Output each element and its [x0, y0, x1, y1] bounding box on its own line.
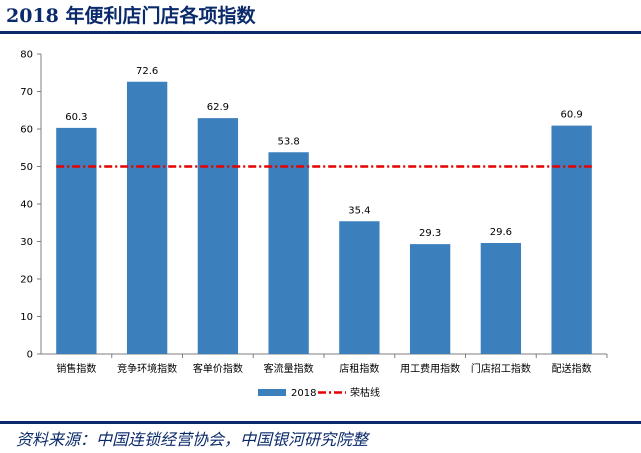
legend-label-2018: 2018 — [291, 388, 316, 399]
data-label: 60.9 — [560, 110, 582, 121]
data-label: 53.8 — [277, 136, 299, 147]
chart-title: 2018 年便利店门店各项指数 — [6, 5, 256, 27]
bar-5 — [339, 221, 380, 354]
y-tick-label: 30 — [20, 237, 33, 248]
data-label: 62.9 — [207, 102, 229, 113]
x-tick-label: 配送指数 — [552, 362, 592, 375]
bar-4 — [268, 152, 309, 354]
data-label: 72.6 — [136, 66, 158, 77]
data-label: 29.3 — [419, 228, 441, 239]
bar-chart: 0 10 20 30 40 50 60 70 80 销售指数 竞争环境指数 客单价指数 客流量指数 店租指… — [20, 50, 608, 399]
bar-8 — [551, 125, 592, 354]
x-tick-label: 客单价指数 — [193, 362, 243, 375]
y-tick-label: 0 — [27, 350, 33, 361]
y-tick-label: 80 — [20, 50, 33, 61]
legend-label-reference-line: 荣枯线 — [350, 386, 380, 399]
chart-bars: 60.3 72.6 62.9 53.8 35.4 29.3 29.6 60.9 — [56, 66, 592, 354]
y-tick-label: 60 — [20, 125, 33, 136]
bar-3 — [197, 118, 239, 354]
bar-6 — [409, 244, 451, 354]
source-note: 资料来源：中国连锁经营协会，中国银河研究院整 — [16, 430, 369, 449]
bar-1 — [56, 127, 97, 354]
data-label: 29.6 — [490, 227, 512, 238]
chart-legend: 2018 荣枯线 — [258, 386, 380, 399]
y-tick-label: 20 — [20, 275, 33, 286]
y-tick-label: 40 — [20, 200, 33, 211]
x-tick-label: 用工费用指数 — [400, 362, 460, 375]
x-tick-label: 销售指数 — [56, 362, 96, 375]
title-underline — [0, 31, 641, 34]
y-tick-label: 70 — [20, 87, 33, 98]
source-divider — [0, 421, 641, 424]
x-tick-label: 店租指数 — [339, 362, 379, 375]
y-tick-label: 50 — [20, 162, 33, 173]
data-label: 60.3 — [65, 112, 87, 123]
x-tick-label: 门店招工指数 — [471, 362, 531, 375]
chart-axes: 0 10 20 30 40 50 60 70 80 销售指数 竞争环境指数 客单价指数 客流量指数 店租指… — [20, 50, 608, 375]
data-label: 35.4 — [348, 205, 370, 216]
bar-2 — [126, 81, 168, 354]
y-tick-label: 10 — [20, 312, 33, 323]
x-tick-label: 客流量指数 — [264, 362, 314, 375]
bar-7 — [480, 243, 522, 354]
x-tick-label: 竞争环境指数 — [117, 362, 177, 375]
legend-swatch-2018 — [258, 389, 286, 396]
